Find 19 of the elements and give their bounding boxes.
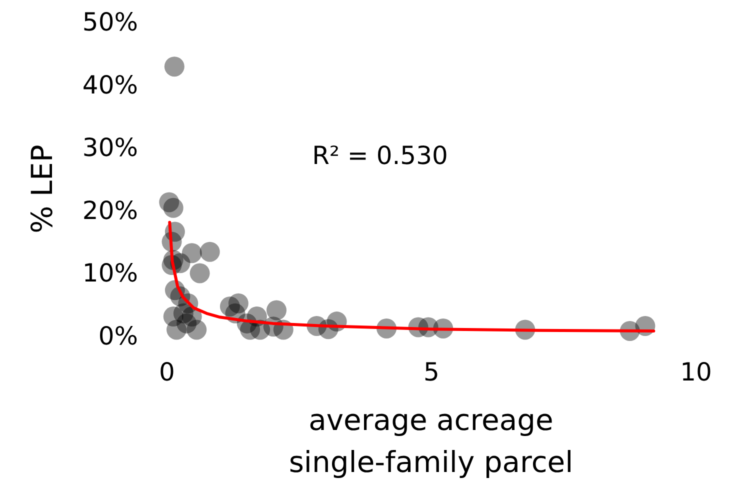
point [200,242,220,262]
y-tick-label: 20% [82,196,138,225]
x-tick-label: 0 [159,358,175,386]
point [164,56,184,77]
y-tick-label: 30% [82,133,138,162]
point [176,313,197,334]
point [266,300,287,320]
y-tick-label: 0% [98,322,138,350]
point [190,263,210,284]
point [163,198,184,218]
x-tick-label: 5 [424,358,440,386]
x-tick-label: 10 [680,358,712,386]
y-tick-label: 10% [82,258,138,288]
y-tick-label: 50% [82,8,138,36]
x-axis-title: average acreage single-family parcel [288,403,574,479]
point [182,243,202,264]
y-axis-title: % LEP [25,144,59,234]
y-tick-label: 40% [82,70,138,100]
annotation: R² = 0.530 [312,140,448,170]
